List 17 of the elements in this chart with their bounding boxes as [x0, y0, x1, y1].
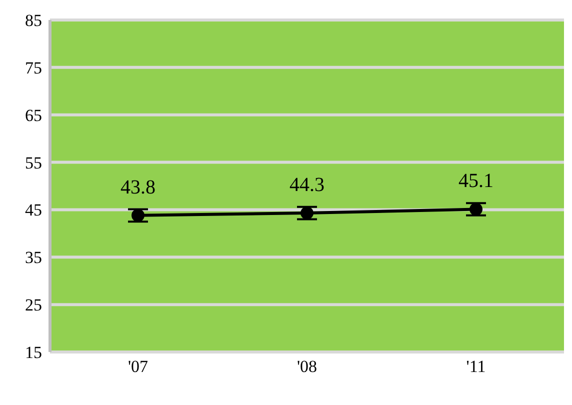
data-label: 45.1	[458, 170, 494, 192]
point	[470, 202, 482, 216]
point	[300, 206, 314, 220]
y-tick-label: 15	[25, 343, 42, 362]
data-label: 43.8	[120, 176, 156, 198]
y-tick-label: 55	[25, 153, 42, 172]
point	[132, 208, 144, 222]
y-tick-label: 45	[25, 200, 42, 220]
x-tick-label: '11	[466, 357, 486, 376]
x-tick-label: '07	[128, 357, 149, 376]
y-tick-label: 85	[25, 11, 42, 30]
y-tick-label: 65	[25, 106, 42, 125]
y-tick-label: 25	[25, 296, 42, 315]
data-label: 44.3	[290, 174, 324, 196]
y-tick-label: 35	[25, 248, 42, 268]
x-tick-label: '08	[296, 357, 318, 376]
y-tick-label: 75	[25, 58, 42, 78]
